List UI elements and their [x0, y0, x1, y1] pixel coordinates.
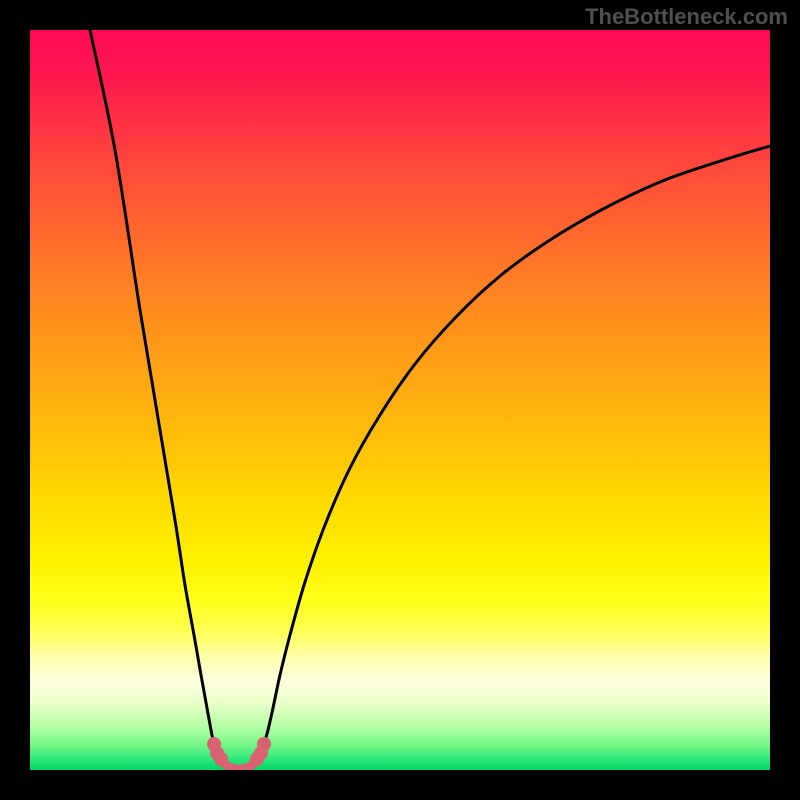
watermark-text: TheBottleneck.com [585, 4, 788, 30]
bottleneck-curve-chart [30, 30, 770, 770]
highlight-marker [257, 737, 271, 751]
gradient-background [30, 30, 770, 770]
highlight-marker [214, 752, 228, 766]
chart-container [30, 30, 770, 770]
